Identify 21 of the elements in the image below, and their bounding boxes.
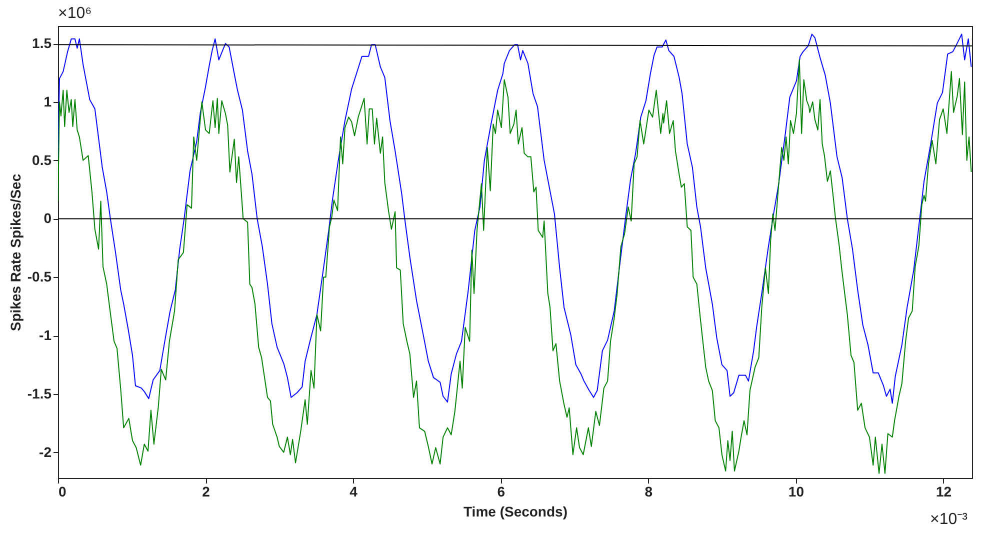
x-axis-title: Time (Seconds) <box>464 504 568 520</box>
y-tick-label: 0 <box>44 210 52 226</box>
line-series <box>58 34 972 404</box>
y-axis-title: Spikes Rate Spikes/Sec <box>7 174 24 332</box>
y-tick-label: -0.5 <box>27 268 52 285</box>
x-tick-label: 4 <box>350 484 358 500</box>
x-tick-label: 2 <box>202 484 210 500</box>
x-tick-label: 12 <box>936 484 952 500</box>
x-tick-label: 10 <box>788 484 804 500</box>
text: ×10⁻³ <box>930 511 968 528</box>
line-series <box>58 59 972 474</box>
y-tick-label: 1.5 <box>32 35 52 52</box>
text: ×10⁶ <box>58 5 92 22</box>
y-tick-label: -1.5 <box>27 385 52 402</box>
y-tick-label: -2 <box>39 444 52 460</box>
y-tick-label: 0.5 <box>32 152 52 168</box>
x-tick-label: 6 <box>497 484 506 500</box>
x-tick-label: 0 <box>58 484 66 500</box>
y-tick-label: 1 <box>44 93 52 110</box>
x-tick-label: 8 <box>644 484 653 500</box>
y-tick-label: -1 <box>39 327 52 344</box>
